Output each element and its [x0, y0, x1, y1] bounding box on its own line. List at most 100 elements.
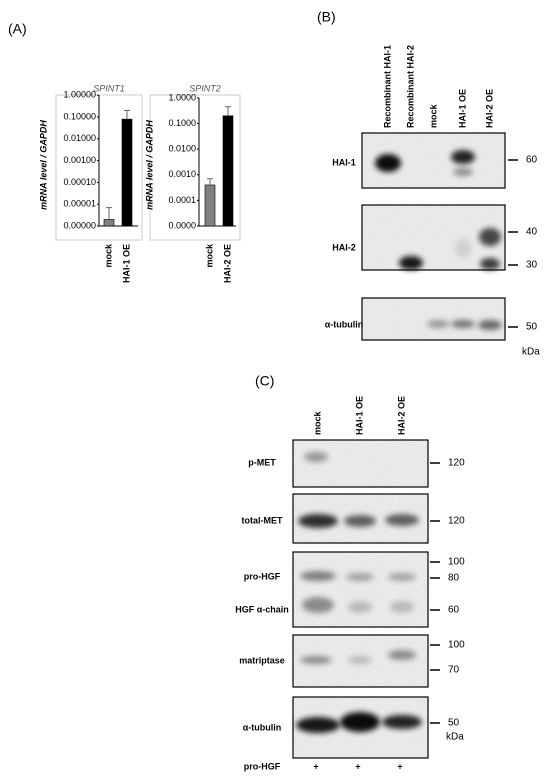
chart-title: SPINT2	[189, 83, 221, 93]
band	[390, 601, 414, 613]
row-label: α-tubulin	[243, 722, 282, 732]
band	[344, 515, 376, 527]
marker-label: 50	[448, 718, 460, 729]
lane-label: HAI-1 OE	[354, 396, 364, 435]
lane-label: mock	[312, 410, 322, 435]
band	[480, 258, 500, 270]
bar	[222, 115, 234, 227]
marker-label: 120	[448, 516, 465, 527]
marker-label: 120	[448, 458, 465, 469]
panel-label: (C)	[255, 373, 274, 389]
y-tick-label: 0.0000	[168, 220, 196, 230]
blot-frame	[361, 132, 506, 189]
lane-label: Recombinant HAI-2	[405, 45, 415, 128]
y-tick-label: 0.00010	[63, 177, 96, 187]
blot-noise	[362, 298, 505, 340]
marker-label: 80	[448, 573, 460, 584]
y-tick-label: 0.0100	[168, 144, 196, 154]
blot-noise	[293, 440, 428, 487]
marker-label: 60	[526, 155, 538, 166]
row-label: p-MET	[248, 457, 276, 467]
band	[453, 168, 473, 176]
band	[455, 238, 471, 258]
lane-label: HAI-2 OE	[396, 396, 406, 435]
marker-label: 60	[448, 605, 460, 616]
panel-label: (B)	[317, 9, 336, 25]
x-tick-label: HAI-2 OE	[222, 244, 232, 283]
marker-label: 50	[526, 322, 538, 333]
y-tick-label: 1.00000	[63, 90, 96, 100]
blot-frame	[292, 439, 429, 488]
row-label: total-MET	[242, 515, 283, 525]
band	[399, 256, 423, 270]
row-label: HGF α-chain	[235, 604, 289, 614]
band	[302, 597, 334, 613]
lane-label: Recombinant HAI-1	[382, 45, 392, 128]
row-label: pro-HGF	[244, 571, 281, 581]
band	[348, 656, 372, 664]
blot-frame	[292, 493, 429, 544]
row-label: HAI-1	[332, 157, 356, 167]
treatment-label: pro-HGF	[244, 761, 281, 771]
error-bar	[106, 207, 112, 220]
bar	[121, 118, 133, 227]
y-tick-label: 0.10000	[63, 111, 96, 121]
x-tick-label: HAI-1 OE	[121, 244, 131, 283]
chart-title: SPINT1	[93, 83, 125, 93]
unit-label: kDa	[522, 347, 540, 358]
y-tick-label: 1.0000	[168, 92, 196, 102]
band	[298, 514, 338, 528]
unit-label: kDa	[446, 732, 464, 743]
band	[340, 712, 380, 732]
blot-noise	[293, 552, 428, 627]
y-tick-label: 0.01000	[63, 133, 96, 143]
lane-label: mock	[428, 103, 438, 128]
error-bar	[225, 106, 231, 116]
treatment-mark: +	[313, 761, 318, 771]
marker-label: 70	[448, 665, 460, 676]
row-label: α-tubulin	[325, 319, 364, 329]
chart-frame	[149, 94, 241, 241]
row-label: matriptase	[239, 655, 285, 665]
band	[300, 571, 336, 581]
marker-label: 100	[448, 557, 465, 568]
marker-label: 30	[526, 260, 538, 271]
band	[479, 228, 501, 246]
band	[382, 715, 422, 729]
y-tick-label: 0.00100	[63, 155, 96, 165]
error-bar	[124, 109, 130, 120]
marker-label: 100	[448, 640, 465, 651]
lane-label: HAI-2 OE	[484, 89, 494, 128]
y-tick-label: 0.1000	[168, 118, 196, 128]
band	[478, 320, 502, 330]
y-tick-label: 0.0001	[168, 195, 196, 205]
band	[427, 320, 449, 328]
y-axis-label: mRNA level / GAPDH	[38, 120, 48, 210]
lane-label: HAI-1 OE	[457, 89, 467, 128]
blot-frame	[292, 551, 429, 628]
y-tick-label: 0.00000	[63, 220, 96, 230]
row-label: HAI-2	[332, 242, 356, 252]
x-tick-label: mock	[204, 243, 214, 268]
y-axis-label: mRNA level / GAPDH	[144, 120, 154, 210]
y-tick-label: 0.0010	[168, 169, 196, 179]
blot-frame	[292, 696, 429, 759]
blot-frame	[361, 204, 506, 271]
band	[296, 717, 340, 733]
band	[304, 452, 328, 462]
blot-frame	[361, 297, 506, 341]
band	[388, 573, 416, 581]
y-tick-label: 0.00001	[63, 199, 96, 209]
error-bar	[207, 178, 213, 185]
treatment-mark: +	[355, 761, 360, 771]
band	[451, 320, 475, 328]
band	[300, 656, 332, 664]
band	[385, 514, 419, 526]
band	[346, 573, 374, 581]
band	[388, 650, 416, 660]
marker-label: 40	[526, 227, 538, 238]
x-tick-label: mock	[103, 243, 113, 268]
band	[451, 150, 475, 164]
